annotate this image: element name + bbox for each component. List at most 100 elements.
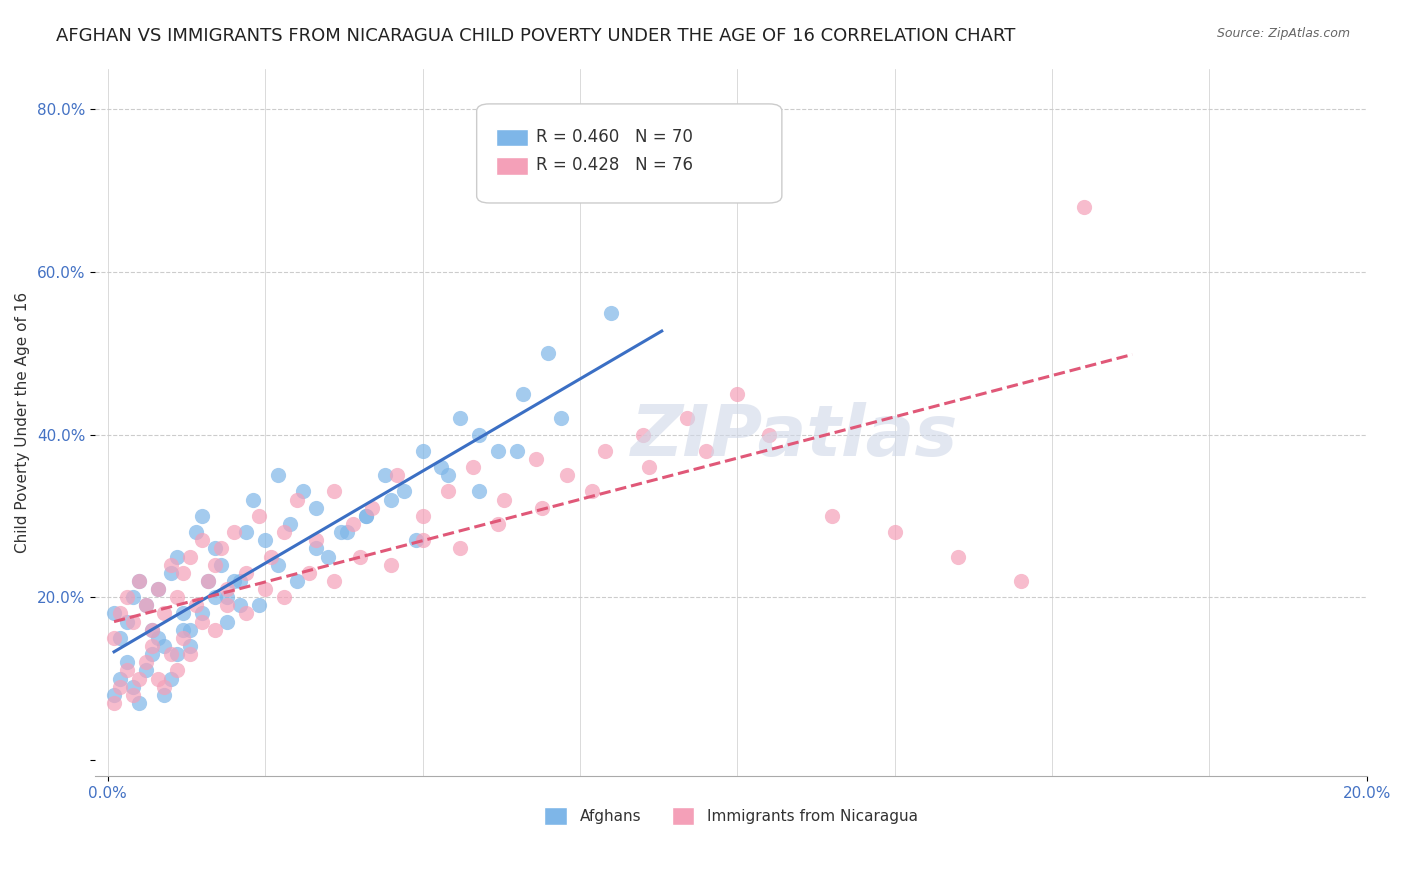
Point: [128, 574, 150, 588]
Point: [512, 387, 534, 401]
Point: [103, 607, 125, 621]
Point: [135, 599, 157, 613]
Point: [600, 305, 623, 319]
Point: [374, 468, 396, 483]
Point: [115, 655, 138, 669]
Point: [197, 574, 219, 588]
Point: [329, 525, 352, 540]
Point: [179, 639, 201, 653]
Point: [128, 574, 150, 588]
Point: [172, 623, 194, 637]
Point: [172, 631, 194, 645]
Point: [285, 492, 308, 507]
Text: R = 0.428   N = 76: R = 0.428 N = 76: [537, 156, 693, 175]
Point: [486, 443, 509, 458]
Point: [380, 492, 402, 507]
Point: [103, 696, 125, 710]
Point: [235, 525, 257, 540]
Point: [267, 558, 290, 572]
Point: [1073, 200, 1095, 214]
Point: [676, 411, 699, 425]
Point: [103, 631, 125, 645]
Point: [336, 525, 359, 540]
Point: [304, 500, 326, 515]
Point: [449, 411, 471, 425]
Point: [725, 387, 748, 401]
Point: [695, 443, 717, 458]
Point: [135, 599, 157, 613]
Bar: [496, 128, 527, 146]
Point: [486, 516, 509, 531]
Point: [222, 574, 245, 588]
Point: [217, 582, 239, 596]
Point: [141, 623, 163, 637]
Point: [179, 623, 201, 637]
Point: [550, 411, 572, 425]
Point: [135, 655, 157, 669]
Point: [122, 688, 145, 702]
Point: [235, 607, 257, 621]
Point: [412, 533, 434, 548]
Point: [380, 558, 402, 572]
Point: [179, 647, 201, 661]
Point: [191, 508, 214, 523]
Point: [141, 647, 163, 661]
Point: [184, 599, 207, 613]
Text: Source: ZipAtlas.com: Source: ZipAtlas.com: [1216, 27, 1350, 40]
Point: [204, 558, 226, 572]
Point: [172, 607, 194, 621]
Point: [153, 680, 176, 694]
Point: [354, 508, 377, 523]
Point: [387, 468, 409, 483]
Point: [217, 599, 239, 613]
Point: [122, 680, 145, 694]
Point: [115, 664, 138, 678]
Point: [159, 647, 181, 661]
Point: [273, 591, 295, 605]
Point: [229, 599, 252, 613]
Text: AFGHAN VS IMMIGRANTS FROM NICARAGUA CHILD POVERTY UNDER THE AGE OF 16 CORRELATIO: AFGHAN VS IMMIGRANTS FROM NICARAGUA CHIL…: [56, 27, 1015, 45]
Point: [141, 639, 163, 653]
Point: [204, 541, 226, 556]
Point: [197, 574, 219, 588]
Point: [146, 672, 169, 686]
Point: [506, 443, 529, 458]
Point: [141, 623, 163, 637]
Point: [316, 549, 339, 564]
Point: [146, 582, 169, 596]
Point: [209, 541, 232, 556]
Point: [430, 460, 453, 475]
Point: [392, 484, 415, 499]
Point: [191, 533, 214, 548]
Point: [122, 615, 145, 629]
Bar: [496, 157, 527, 175]
Point: [146, 631, 169, 645]
Point: [159, 672, 181, 686]
Point: [135, 664, 157, 678]
Point: [217, 615, 239, 629]
Point: [821, 508, 844, 523]
Point: [110, 631, 132, 645]
Point: [159, 566, 181, 580]
Point: [184, 525, 207, 540]
Point: [631, 427, 654, 442]
Point: [494, 492, 516, 507]
Point: [166, 591, 188, 605]
Point: [291, 484, 314, 499]
Point: [298, 566, 321, 580]
Point: [946, 549, 969, 564]
Point: [412, 443, 434, 458]
Point: [323, 484, 346, 499]
Point: [273, 525, 295, 540]
Legend: Afghans, Immigrants from Nicaragua: Afghans, Immigrants from Nicaragua: [544, 806, 918, 825]
Point: [222, 525, 245, 540]
Point: [128, 696, 150, 710]
Point: [159, 558, 181, 572]
Point: [153, 607, 176, 621]
Point: [1010, 574, 1032, 588]
Point: [128, 672, 150, 686]
Point: [436, 484, 458, 499]
Point: [103, 688, 125, 702]
FancyBboxPatch shape: [477, 103, 782, 203]
Point: [349, 549, 371, 564]
